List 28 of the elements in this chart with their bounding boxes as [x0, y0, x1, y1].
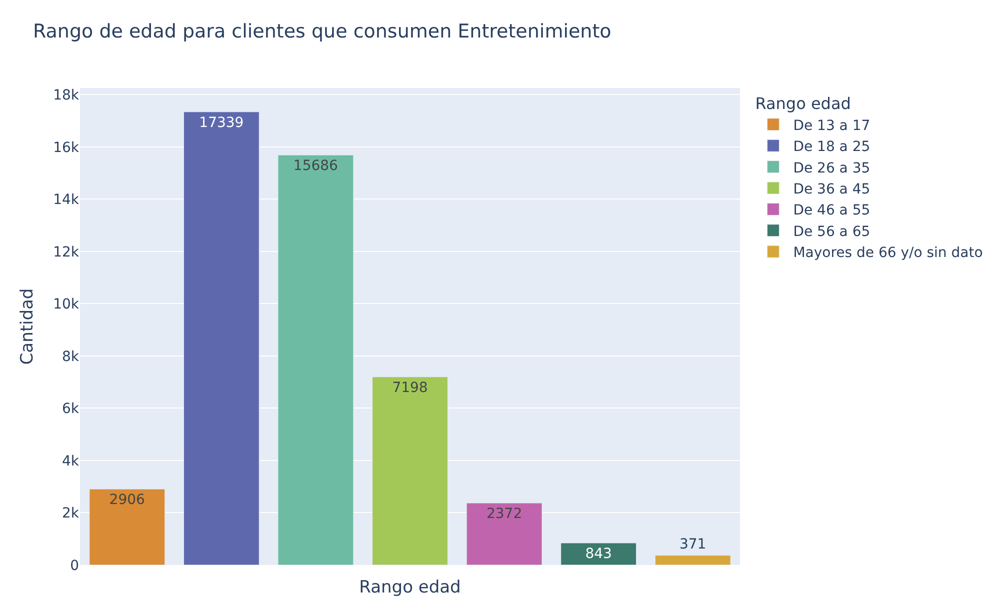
legend-label: De 26 a 35 — [793, 160, 870, 176]
data-label: 17339 — [199, 114, 244, 131]
data-label: 843 — [585, 546, 612, 562]
y-axis-title: Cantidad — [18, 288, 38, 365]
legend-label: De 46 a 55 — [793, 202, 870, 219]
y-tick-label: 8k — [62, 348, 80, 365]
legend-label: De 18 a 25 — [793, 139, 870, 156]
data-label: 15686 — [293, 158, 338, 174]
legend-label: De 36 a 45 — [793, 181, 870, 198]
x-axis-title: Rango edad — [359, 577, 461, 598]
y-tick-label: 10k — [53, 296, 80, 313]
y-tick-label: 4k — [62, 453, 80, 470]
y-tick-label: 6k — [62, 401, 80, 418]
data-label: 2906 — [109, 492, 146, 508]
y-tick-label: 18k — [53, 87, 80, 104]
data-label: 371 — [679, 536, 706, 552]
chart-title: Rango de edad para clientes que consumen Entretenimiento — [33, 20, 612, 42]
legend-label: Mayores de 66 y/o sin dato — [793, 245, 983, 262]
y-tick-label: 14k — [53, 192, 80, 208]
legend-label: De 56 a 65 — [793, 224, 870, 240]
legend-title: Rango edad — [755, 94, 851, 113]
data-label: 2372 — [486, 506, 522, 522]
y-tick-label: 2k — [62, 506, 80, 522]
data-label: 7198 — [392, 380, 428, 396]
y-tick-label: 0 — [70, 558, 79, 574]
y-tick-label: 16k — [53, 140, 80, 156]
y-tick-label: 12k — [53, 244, 80, 260]
legend-label: De 13 a 17 — [793, 118, 870, 134]
